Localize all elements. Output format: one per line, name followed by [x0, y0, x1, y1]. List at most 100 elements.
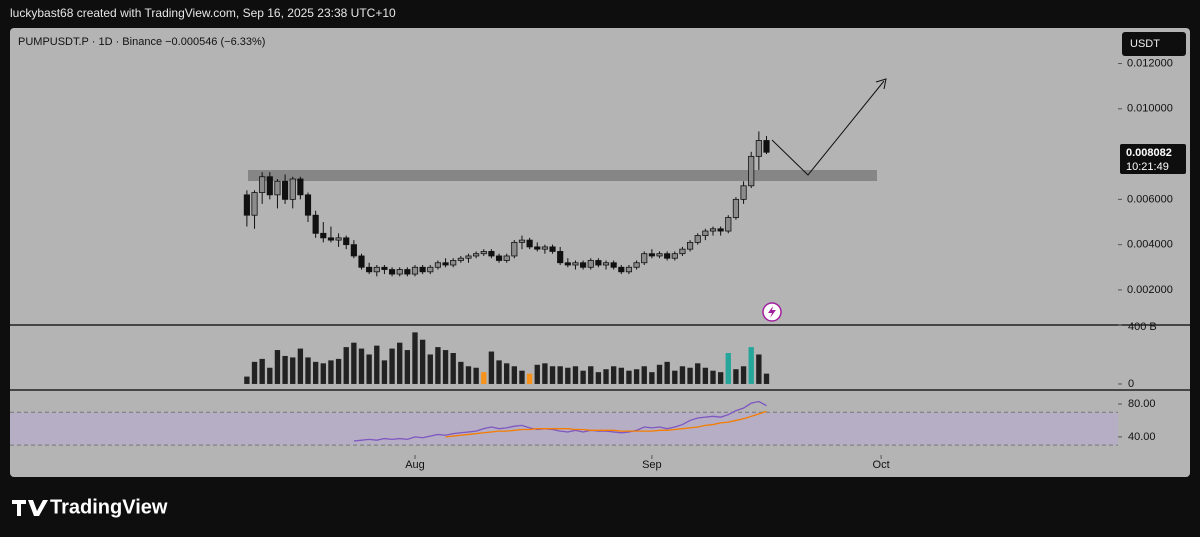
volume-bar: [374, 345, 380, 384]
candle-body: [717, 228, 724, 232]
currency-box: [1122, 32, 1186, 56]
volume-bar: [251, 361, 258, 384]
candle-body: [411, 266, 419, 275]
candle-body: [404, 269, 411, 275]
volume-bar: [389, 348, 395, 384]
arrow-head: [875, 78, 887, 90]
last-price: 0.008082: [1126, 147, 1172, 159]
candle-body: [526, 239, 533, 248]
candle-body: [335, 237, 342, 241]
rsi-tick-label: 40.00: [1128, 431, 1156, 443]
volume-bar: [343, 347, 349, 384]
volume-bar: [312, 361, 319, 384]
candle-body: [473, 253, 480, 257]
volume-bar: [626, 370, 632, 384]
volume-bar: [458, 361, 464, 384]
volume-bar: [435, 347, 441, 384]
candle-body: [442, 262, 449, 266]
volume-bar: [580, 370, 586, 384]
volume-bar: [473, 367, 479, 384]
volume-bar: [733, 369, 739, 384]
volume-tick-label: 400 B: [1128, 321, 1157, 333]
candle-body: [641, 253, 648, 264]
candle-body: [381, 266, 388, 270]
volume-bar: [672, 370, 678, 384]
candle-body: [366, 266, 373, 273]
candle-body: [725, 217, 732, 232]
candle-body: [748, 155, 755, 187]
volume-bar: [549, 366, 556, 384]
last-price-box: [1120, 144, 1186, 174]
volume-bar: [419, 339, 426, 384]
candle-body: [648, 253, 655, 257]
candle-body: [534, 246, 541, 250]
volume-bar: [366, 354, 372, 384]
candle-body: [488, 251, 495, 257]
candle-body: [518, 239, 526, 243]
volume-bar: [335, 358, 342, 384]
candle-body: [664, 253, 671, 259]
candle-body: [755, 140, 762, 157]
candle-body: [450, 260, 457, 266]
volume-bar: [488, 351, 495, 384]
candle-body: [732, 198, 740, 218]
volume-bar: [588, 366, 594, 384]
volume-bar: [664, 361, 670, 384]
volume-bar: [358, 348, 365, 384]
candle-body: [320, 232, 327, 239]
rsi-tick-label: 80.00: [1128, 398, 1156, 410]
candle-body: [503, 255, 510, 261]
volume-bar: [504, 363, 510, 384]
volume-bar: [328, 360, 334, 384]
candle-body: [709, 228, 717, 232]
candle-body: [243, 194, 250, 216]
volume-bar: [244, 376, 250, 384]
volume-bar: [679, 366, 686, 384]
volume-bar: [595, 372, 602, 384]
volume-bar: [687, 367, 693, 384]
candle-body: [557, 251, 564, 264]
candle-body: [511, 241, 518, 257]
candle-body: [602, 262, 610, 266]
candle-body: [304, 194, 312, 216]
volume-tick-label: 0: [1128, 378, 1134, 390]
y-tick-label: 0.006000: [1127, 193, 1173, 205]
candle-body: [618, 266, 625, 273]
volume-bar: [297, 348, 304, 384]
volume-bar: [534, 364, 540, 384]
volume-bar: [274, 350, 281, 384]
volume-bar: [641, 366, 647, 384]
candle-body: [274, 180, 281, 196]
candle-body: [656, 253, 663, 257]
volume-bar: [450, 353, 456, 384]
volume-bar: [633, 369, 640, 384]
candle-body: [282, 180, 289, 200]
candle-body: [679, 248, 686, 255]
candle-body: [358, 255, 365, 268]
volume-bar: [740, 366, 747, 384]
volume-bar: [710, 370, 716, 384]
candle-body: [427, 266, 434, 273]
candle-body: [633, 262, 640, 268]
zone: [248, 170, 877, 181]
candle-body: [388, 269, 396, 275]
volume-bar: [717, 372, 724, 384]
candle-body: [610, 262, 617, 268]
candle-body: [350, 244, 357, 257]
volume-bar: [756, 354, 762, 384]
byline: luckybast68 created with TradingView.com…: [10, 6, 396, 20]
volume-bar: [442, 350, 449, 384]
volume-bar: [259, 358, 265, 384]
volume-bar: [725, 353, 731, 384]
volume-bar: [351, 342, 357, 384]
candle-body: [396, 269, 403, 275]
candle-body: [595, 260, 602, 266]
candle-body: [327, 237, 335, 241]
volume-bar: [320, 363, 326, 384]
candle-body: [702, 230, 709, 236]
candle-body: [465, 255, 472, 259]
x-tick-label: Aug: [405, 459, 425, 471]
volume-bar: [519, 370, 525, 384]
event-icon-bolt: [768, 306, 776, 318]
